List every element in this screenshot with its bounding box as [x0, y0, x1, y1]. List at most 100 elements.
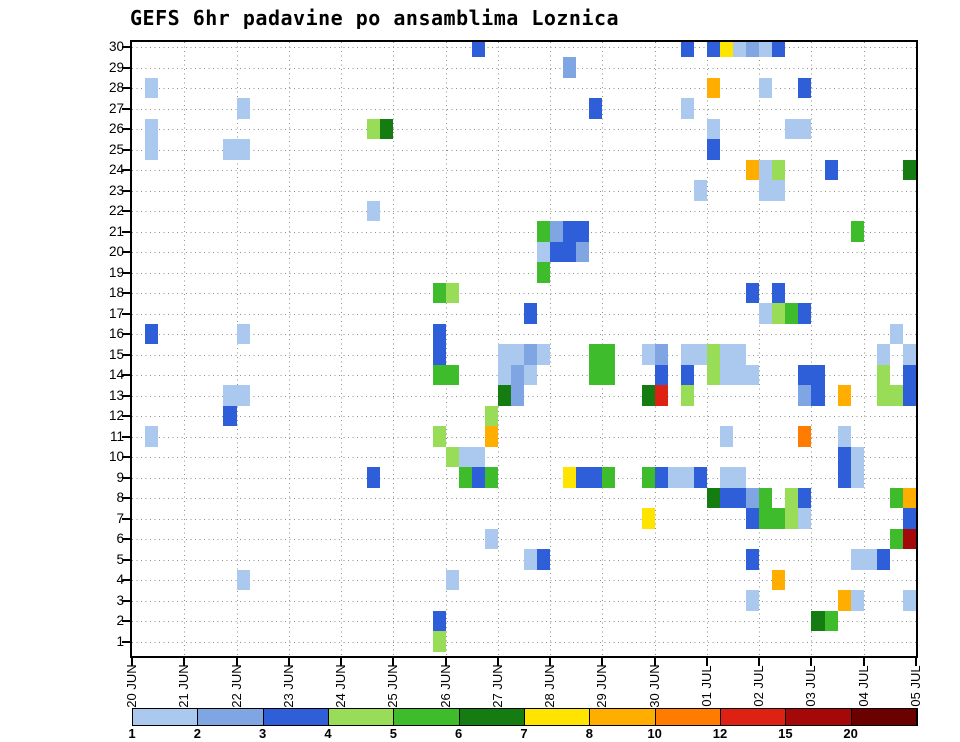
y-tick-label: 14 [108, 367, 124, 382]
precip-cell [654, 385, 668, 406]
precip-cell [733, 42, 747, 58]
y-tick-label: 20 [108, 244, 124, 259]
precip-cell [641, 344, 655, 365]
precip-cell [641, 385, 655, 406]
horizontal-gridline [132, 539, 916, 540]
precip-cell [445, 446, 459, 468]
precip-cell [746, 364, 760, 386]
colorbar-segment [721, 709, 787, 725]
horizontal-gridline [132, 252, 916, 253]
precip-cell [850, 549, 864, 570]
precip-cell [432, 426, 446, 447]
x-tick-label: 04 JUL [855, 665, 871, 707]
precip-cell [706, 364, 720, 386]
x-tick [549, 658, 552, 666]
precip-cell [759, 77, 773, 99]
horizontal-gridline [132, 477, 916, 479]
x-tick-label: 24 JUN [333, 664, 349, 708]
horizontal-gridline [132, 416, 916, 417]
x-tick [444, 658, 447, 666]
precip-cell [706, 344, 720, 365]
precip-cell [589, 344, 603, 365]
x-tick-label: 01 JUL [698, 665, 714, 707]
colorbar [132, 708, 918, 726]
precip-cell [706, 139, 720, 160]
colorbar-label: 15 [778, 726, 793, 741]
precip-cell [837, 446, 851, 468]
precip-cell [785, 118, 799, 140]
precip-cell [811, 610, 825, 632]
y-tick-label: 25 [108, 141, 124, 157]
precip-cell [432, 610, 446, 632]
precip-cell [524, 549, 538, 570]
precip-cell [746, 549, 760, 570]
precip-cell [576, 241, 590, 263]
precip-cell [367, 467, 381, 488]
x-tick-label: 25 JUN [385, 664, 401, 708]
precip-cell [837, 467, 851, 488]
horizontal-gridline [132, 272, 916, 274]
precip-cell [693, 467, 707, 488]
precip-cell [367, 118, 381, 140]
y-tick-label: 5 [116, 551, 124, 567]
colorbar-label: 10 [647, 726, 662, 741]
precip-cell [602, 467, 616, 488]
precip-cell [772, 569, 786, 591]
horizontal-gridline [132, 88, 916, 89]
colorbar-segment [133, 709, 199, 725]
precip-cell [223, 405, 237, 427]
precip-cell [563, 467, 577, 488]
precip-cell [693, 180, 707, 201]
precip-cell [863, 549, 877, 570]
horizontal-gridline [132, 231, 916, 233]
precip-cell [798, 487, 812, 509]
colorbar-label: 8 [585, 726, 593, 741]
precip-cell [824, 159, 838, 181]
y-tick-label: 30 [108, 39, 124, 54]
x-tick [287, 658, 290, 666]
horizontal-gridline [132, 580, 916, 581]
precip-cell [497, 364, 511, 386]
precip-cell [798, 385, 812, 406]
x-tick [915, 658, 917, 666]
precip-cell [432, 282, 446, 304]
precip-cell [733, 487, 747, 509]
precip-cell [720, 467, 734, 488]
precip-cell [746, 42, 760, 58]
colorbar-label: 2 [193, 726, 201, 741]
precip-cell [720, 42, 734, 58]
precip-cell [733, 364, 747, 386]
precip-cell [876, 549, 890, 570]
precip-cell [537, 262, 551, 283]
precip-cell [798, 118, 812, 140]
precip-cell [145, 426, 159, 447]
precip-cell [902, 385, 916, 406]
colorbar-segment [394, 709, 460, 725]
y-tick-label: 1 [116, 633, 124, 649]
x-tick [758, 658, 761, 666]
y-tick-label: 24 [108, 162, 124, 177]
precip-cell [902, 159, 916, 181]
x-tick-label: 30 JUN [646, 664, 662, 708]
x-tick [340, 658, 343, 666]
horizontal-gridline [132, 334, 916, 335]
precip-cell [471, 446, 485, 468]
precip-cell [654, 364, 668, 386]
x-tick-label: 05 JUL [908, 665, 923, 707]
precip-cell [772, 303, 786, 324]
precip-cell [720, 364, 734, 386]
x-tick-label: 28 JUN [542, 664, 558, 708]
precip-cell [785, 303, 799, 324]
precip-cell [746, 159, 760, 181]
colorbar-segment [263, 709, 329, 725]
y-tick-label: 13 [108, 387, 124, 403]
precip-cell [837, 385, 851, 406]
y-tick-label: 2 [116, 613, 124, 628]
y-tick-label: 10 [108, 449, 124, 464]
y-tick-label: 11 [109, 428, 124, 444]
precip-cell [680, 344, 694, 365]
precip-cell [798, 508, 812, 529]
precip-cell [497, 344, 511, 365]
precip-cell [889, 385, 903, 406]
vertical-gridline [759, 42, 761, 656]
